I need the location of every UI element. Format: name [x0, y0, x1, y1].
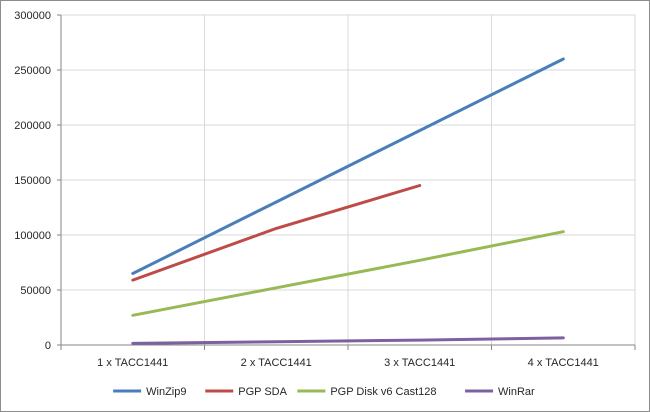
y-tick-label: 200000 [14, 120, 51, 132]
x-tick-label: 1 x TACC1441 [97, 357, 168, 369]
legend-label-pgp-sda: PGP SDA [238, 386, 287, 398]
x-tick-label: 3 x TACC1441 [384, 357, 455, 369]
legend-label-pgp-disk-v6-cast128: PGP Disk v6 Cast128 [330, 386, 436, 398]
legend-label-winzip9: WinZip9 [146, 386, 186, 398]
x-tick-label: 2 x TACC1441 [241, 357, 312, 369]
legend-label-winrar: WinRar [498, 386, 535, 398]
series-line-winrar [131, 336, 565, 345]
series-line-pgp-disk-v6-cast128 [131, 230, 565, 317]
x-tick-label: 4 x TACC1441 [528, 357, 599, 369]
y-tick-label: 100000 [14, 230, 51, 242]
y-tick-label: 0 [45, 340, 51, 352]
y-tick-label: 50000 [20, 285, 51, 297]
y-tick-label: 250000 [14, 65, 51, 77]
series-line-pgp-sda [131, 184, 422, 282]
y-tick-label: 150000 [14, 175, 51, 187]
series-line-winzip9 [131, 57, 565, 275]
y-tick-label: 300000 [14, 10, 51, 22]
